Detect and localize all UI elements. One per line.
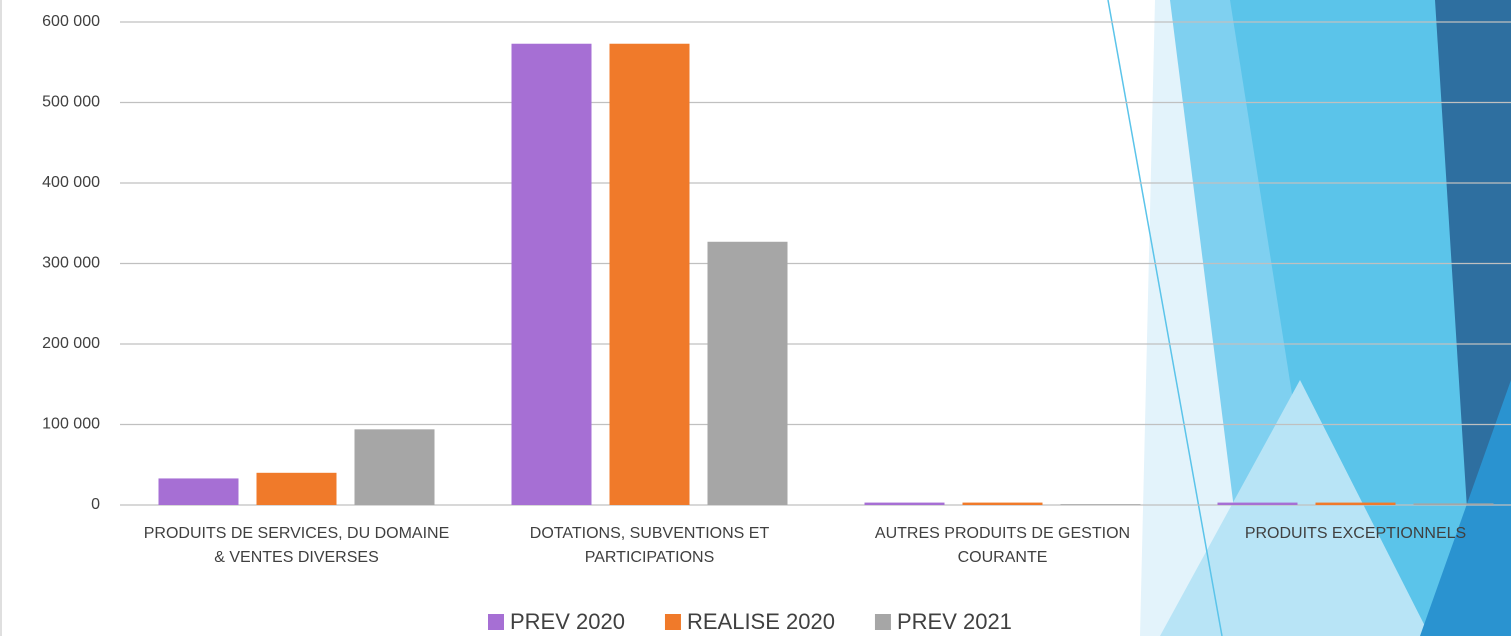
bar — [610, 44, 690, 505]
y-tick-label: 300 000 — [42, 255, 100, 272]
bar — [1414, 503, 1494, 505]
x-tick-label: PRODUITS DE SERVICES, DU DOMAINE & VENTE… — [137, 522, 457, 570]
legend-label: REALISE 2020 — [687, 609, 835, 634]
x-tick-label: AUTRES PRODUITS DE GESTION COURANTE — [843, 522, 1163, 570]
legend-label: PREV 2021 — [897, 609, 1012, 634]
x-tick-label: PRODUITS EXCEPTIONNELS — [1196, 522, 1511, 546]
legend-swatch — [488, 614, 504, 630]
bar — [512, 44, 592, 505]
y-tick-label: 200 000 — [42, 335, 100, 352]
y-tick-label: 100 000 — [42, 416, 100, 433]
bar — [1316, 503, 1396, 505]
y-tick-label: 0 — [91, 496, 100, 513]
y-tick-label: 400 000 — [42, 174, 100, 191]
y-tick-label: 500 000 — [42, 94, 100, 111]
legend-swatch — [875, 614, 891, 630]
page: {"chart_data": {"type": "bar", "categori… — [0, 0, 1511, 636]
bar — [355, 429, 435, 505]
legend-label: PREV 2020 — [510, 609, 625, 634]
bar — [708, 242, 788, 505]
legend-swatch — [665, 614, 681, 630]
bar — [1218, 503, 1298, 505]
bar — [159, 478, 239, 505]
bar — [1061, 504, 1141, 505]
x-tick-label: DOTATIONS, SUBVENTIONS ET PARTICIPATIONS — [490, 522, 810, 570]
bar — [963, 503, 1043, 505]
bar — [257, 473, 337, 505]
bar — [865, 503, 945, 505]
y-tick-label: 600 000 — [42, 13, 100, 30]
